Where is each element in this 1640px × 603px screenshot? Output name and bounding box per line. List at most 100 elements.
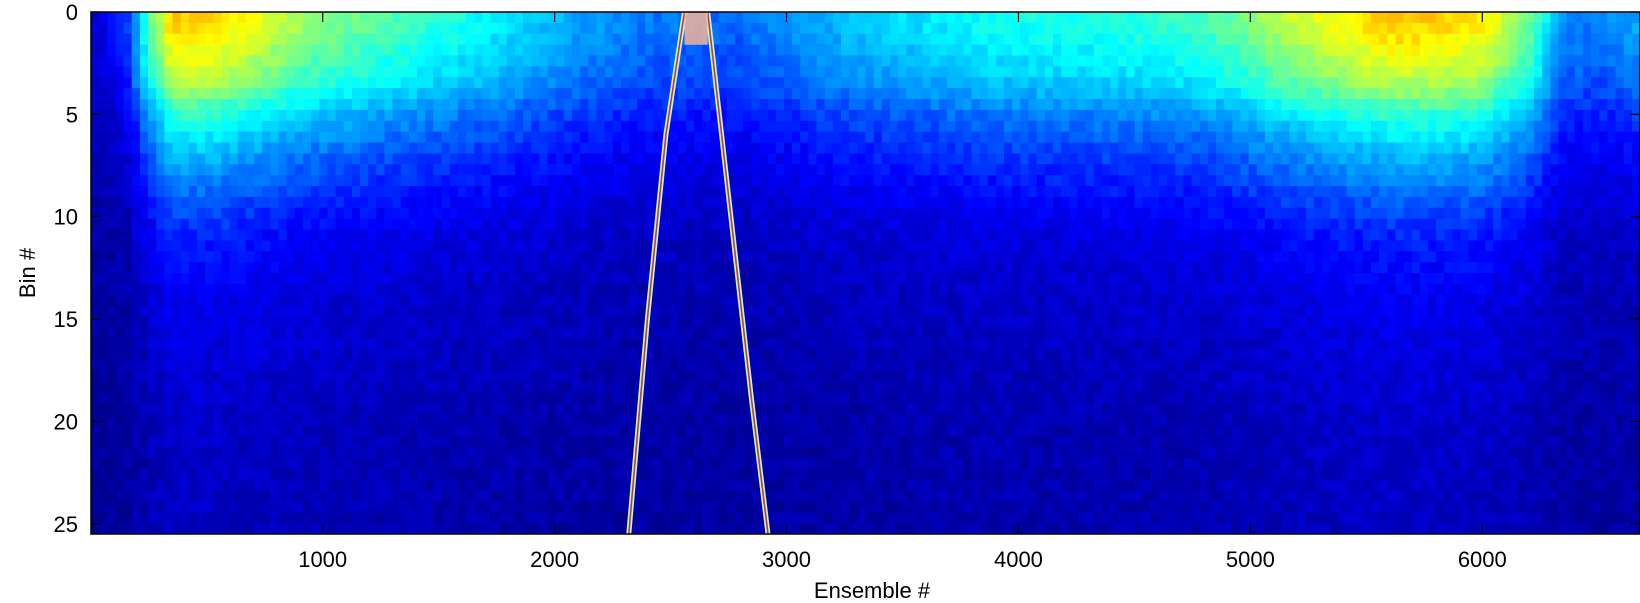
heatmap-cell [400, 218, 410, 231]
heatmap-cell [400, 523, 410, 534]
heatmap-cell [490, 283, 500, 296]
heatmap-cell [286, 381, 296, 394]
heatmap-cell [449, 99, 459, 111]
heatmap-cell [294, 338, 304, 350]
heatmap-cell [466, 22, 475, 35]
heatmap-cell [91, 12, 100, 24]
heatmap-cell [99, 109, 108, 122]
heatmap-cell [808, 196, 818, 209]
heatmap-cell [612, 349, 622, 361]
heatmap-cell [808, 447, 818, 459]
heatmap-cell [824, 327, 834, 339]
heatmap-cell [99, 468, 108, 481]
heatmap-cell [196, 447, 206, 459]
heatmap-cell [800, 186, 810, 198]
heatmap-cell [131, 22, 141, 35]
heatmap-cell [604, 338, 614, 350]
heatmap-cell [123, 294, 133, 307]
heatmap-cell [677, 447, 687, 459]
heatmap-cell [677, 164, 687, 176]
heatmap-cell [735, 490, 744, 502]
heatmap-cell [922, 251, 932, 263]
heatmap-cell [99, 294, 108, 307]
heatmap-cell [588, 447, 598, 459]
heatmap-cell [466, 77, 475, 89]
heatmap-cell [686, 283, 695, 296]
heatmap-cell [775, 153, 785, 165]
heatmap-cell [865, 229, 875, 241]
heatmap-cell [148, 349, 157, 361]
heatmap-cell [604, 240, 614, 252]
heatmap-cell [368, 77, 377, 89]
heatmap-cell [139, 370, 149, 383]
heatmap-cell [237, 55, 247, 67]
heatmap-cell [743, 262, 752, 274]
heatmap-cell [514, 414, 524, 426]
heatmap-cell [482, 262, 492, 274]
heatmap-cell [384, 229, 394, 241]
heatmap-cell [555, 523, 565, 534]
heatmap-cell [718, 175, 728, 187]
heatmap-cell [302, 425, 312, 437]
heatmap-cell [245, 316, 255, 328]
heatmap-cell [164, 229, 174, 241]
heatmap-cell [506, 457, 516, 470]
heatmap-cell [180, 273, 190, 285]
heatmap-cell [653, 360, 663, 372]
heatmap-cell [914, 153, 924, 165]
heatmap-cell [205, 360, 214, 372]
heatmap-cell [213, 381, 223, 394]
heatmap-cell [482, 207, 492, 220]
heatmap-cell [205, 349, 214, 361]
heatmap-cell [139, 283, 149, 296]
heatmap-cell [743, 240, 752, 252]
heatmap-cell [857, 501, 867, 513]
heatmap-cell [572, 370, 581, 383]
heatmap-cell [213, 273, 223, 285]
heatmap-cell [482, 77, 492, 89]
heatmap-cell [629, 99, 638, 111]
heatmap-cell [775, 381, 785, 394]
heatmap-cell [319, 360, 329, 372]
heatmap-cell [360, 186, 369, 198]
heatmap-cell [131, 381, 141, 394]
heatmap-cell [441, 99, 451, 111]
heatmap-cell [881, 109, 891, 122]
heatmap-cell [906, 120, 916, 133]
heatmap-cell [229, 88, 239, 100]
heatmap-cell [254, 490, 263, 502]
heatmap-cell [188, 349, 198, 361]
heatmap-cell [131, 175, 141, 187]
heatmap-cell [360, 175, 369, 187]
heatmap-cell [156, 77, 165, 89]
heatmap-cell [107, 479, 117, 492]
heatmap-cell [881, 479, 891, 492]
heatmap-cell [433, 425, 443, 437]
heatmap-cell [922, 414, 932, 426]
heatmap-cell [914, 501, 924, 513]
heatmap-cell [531, 479, 540, 492]
heatmap-cell [482, 381, 492, 394]
heatmap-cell [99, 22, 108, 35]
heatmap-cell [148, 447, 157, 459]
heatmap-cell [327, 294, 337, 307]
heatmap-cell [726, 501, 736, 513]
heatmap-cell [408, 66, 418, 78]
heatmap-cell [604, 120, 614, 133]
heatmap-cell [800, 338, 810, 350]
heatmap-cell [498, 501, 508, 513]
heatmap-cell [417, 22, 426, 35]
heatmap-cell [563, 66, 573, 78]
heatmap-cell [205, 55, 214, 67]
heatmap-cell [914, 392, 924, 405]
heatmap-cell [930, 457, 940, 470]
heatmap-cell [612, 501, 622, 513]
heatmap-cell [99, 425, 108, 437]
heatmap-cell [425, 251, 435, 263]
heatmap-cell [653, 33, 663, 46]
heatmap-cell [245, 349, 255, 361]
heatmap-cell [319, 44, 329, 57]
heatmap-cell [148, 120, 157, 133]
heatmap-cell [629, 305, 638, 318]
heatmap-cell [514, 109, 524, 122]
